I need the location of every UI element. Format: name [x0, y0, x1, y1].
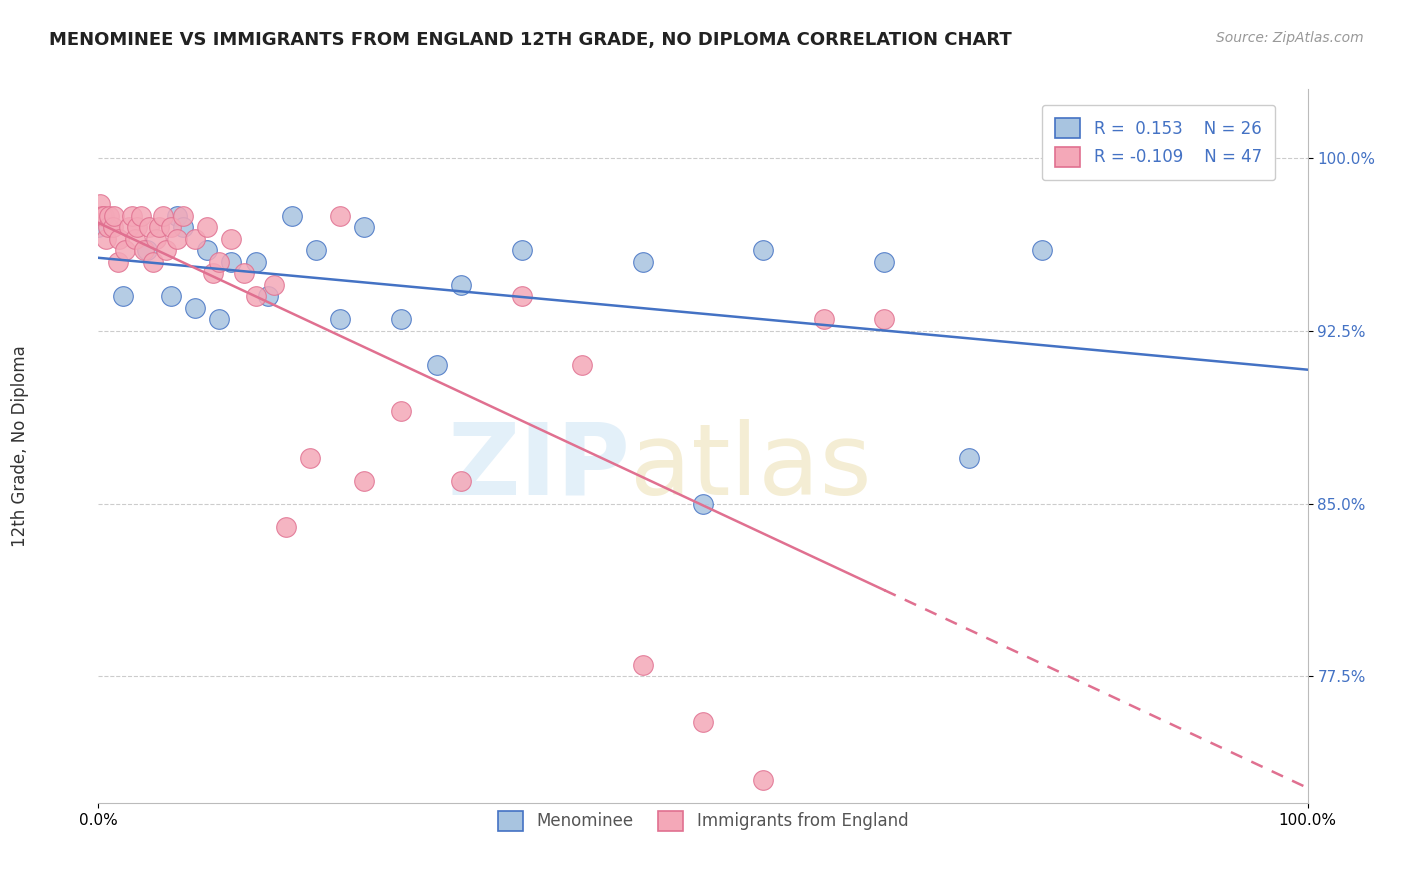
Point: [103, 209, 125, 223]
Point: [274, 519, 297, 533]
Point: [202, 266, 225, 280]
Text: atlas: atlas: [630, 419, 872, 516]
Point: [195, 220, 218, 235]
Point: [184, 232, 207, 246]
Point: [510, 244, 533, 258]
Point: [135, 244, 157, 258]
Point: [94, 232, 117, 246]
Point: [148, 220, 170, 235]
Point: [353, 220, 375, 235]
Point: [329, 312, 352, 326]
Point: [281, 209, 304, 223]
Point: [245, 289, 267, 303]
Point: [752, 772, 775, 787]
Point: [172, 209, 194, 223]
Point: [114, 244, 136, 258]
Text: MENOMINEE VS IMMIGRANTS FROM ENGLAND 12TH GRADE, NO DIPLOMA CORRELATION CHART: MENOMINEE VS IMMIGRANTS FROM ENGLAND 12T…: [49, 31, 1012, 49]
Point: [89, 197, 111, 211]
Point: [118, 220, 141, 235]
Point: [97, 220, 120, 235]
Point: [329, 209, 352, 223]
Point: [221, 255, 243, 269]
Point: [692, 497, 714, 511]
Point: [631, 657, 654, 672]
Point: [111, 289, 134, 303]
Point: [873, 255, 896, 269]
Point: [389, 404, 412, 418]
Point: [389, 312, 412, 326]
Point: [107, 255, 129, 269]
Point: [256, 289, 278, 303]
Point: [245, 255, 267, 269]
Point: [232, 266, 254, 280]
Point: [172, 220, 194, 235]
Point: [184, 301, 207, 315]
Point: [166, 232, 188, 246]
Point: [101, 220, 124, 235]
Point: [208, 312, 231, 326]
Point: [208, 255, 231, 269]
Text: Source: ZipAtlas.com: Source: ZipAtlas.com: [1216, 31, 1364, 45]
Point: [152, 209, 174, 223]
Point: [263, 277, 285, 292]
Point: [155, 244, 177, 258]
Point: [91, 209, 114, 223]
Point: [957, 450, 980, 465]
Point: [134, 244, 156, 258]
Point: [87, 220, 110, 235]
Point: [813, 312, 835, 326]
Point: [138, 220, 160, 235]
Point: [353, 474, 375, 488]
Point: [510, 289, 533, 303]
Point: [142, 255, 165, 269]
Point: [571, 359, 593, 373]
Point: [1031, 244, 1053, 258]
Point: [299, 450, 322, 465]
Legend: Menominee, Immigrants from England: Menominee, Immigrants from England: [485, 797, 921, 845]
Point: [121, 209, 143, 223]
Point: [305, 244, 328, 258]
Point: [93, 209, 115, 223]
Point: [450, 277, 472, 292]
Point: [129, 209, 152, 223]
Point: [450, 474, 472, 488]
Point: [127, 220, 149, 235]
Point: [124, 232, 146, 246]
Point: [160, 289, 183, 303]
Point: [160, 220, 183, 235]
Point: [145, 232, 167, 246]
Point: [195, 244, 218, 258]
Point: [108, 232, 131, 246]
Point: [221, 232, 243, 246]
Point: [98, 209, 121, 223]
Point: [426, 359, 449, 373]
Text: ZIP: ZIP: [447, 419, 630, 516]
Point: [752, 244, 775, 258]
Point: [873, 312, 896, 326]
Point: [692, 715, 714, 730]
Y-axis label: 12th Grade, No Diploma: 12th Grade, No Diploma: [11, 345, 30, 547]
Point: [631, 255, 654, 269]
Point: [166, 209, 188, 223]
